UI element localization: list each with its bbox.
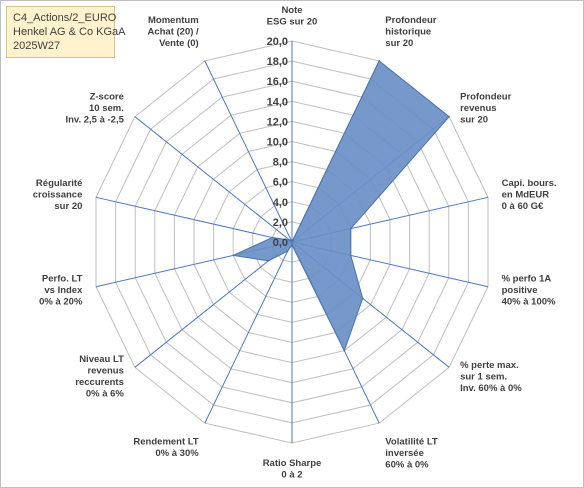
axis-label: Momentum Achat (20) / Vente (0): [147, 15, 199, 49]
data-point: [291, 244, 293, 246]
axis-label: Ratio Sharpe 0 à 2: [263, 458, 322, 481]
data-point: [350, 227, 352, 230]
axis-spoke: [95, 196, 293, 243]
axis-label: % perte max. sur 1 sem. Inv. 60% à 0%: [460, 360, 522, 394]
axis-label: Z-score 10 sem. Inv. 2,5 à -2,5: [65, 92, 124, 126]
tick-label: 2,0: [273, 217, 288, 229]
title-line-1: C4_Actions/2_EURO: [13, 12, 117, 24]
data-point: [378, 60, 381, 62]
title-line-3: 2025W27: [13, 40, 61, 52]
data-point: [343, 349, 346, 352]
tick-label: 6,0: [273, 177, 288, 189]
tick-label: 4,0: [273, 197, 288, 209]
series-area: [231, 60, 450, 352]
data-point: [350, 254, 352, 257]
tick-label: 0,0: [273, 237, 288, 249]
tick-label: 18,0: [267, 56, 288, 68]
tick-label: 20,0: [267, 36, 288, 48]
data-point: [286, 250, 289, 252]
axis-label: Niveau LT revenus reccurents 0% à 6%: [75, 354, 124, 400]
axis-label: Régularité croissance sur 20: [33, 178, 83, 212]
tick-label: 12,0: [267, 116, 288, 128]
axis-spoke: [204, 60, 293, 243]
tick-label: 16,0: [267, 76, 288, 88]
tick-label: 8,0: [273, 157, 288, 169]
data-point: [271, 236, 274, 239]
data-point: [288, 239, 291, 241]
axis-label: Perfo. LT vs Index 0% à 20%: [39, 274, 83, 308]
data-point: [361, 297, 364, 300]
axis-label: Profondeur revenus sur 20: [460, 92, 511, 126]
data-point: [290, 240, 293, 242]
axis-spoke: [204, 241, 293, 424]
title-line-2: Henkel AG & Co KGaA: [13, 26, 126, 38]
axis-label: Capi. bours. en MdEUR 0 à 60 G€: [502, 178, 557, 212]
tick-label: 10,0: [267, 137, 288, 149]
axis-label: Volatilité LT inversée 60% à 0%: [385, 437, 438, 471]
data-point: [267, 260, 270, 262]
tick-label: 14,0: [267, 96, 288, 108]
data-point: [448, 115, 450, 118]
axis-label: Note ESG sur 20: [267, 5, 318, 28]
chart-title-box: C4_Actions/2_EURO Henkel AG & Co KGaA 20…: [6, 6, 126, 58]
axis-spoke: [134, 116, 293, 243]
axis-spoke: [134, 241, 293, 368]
axis-label: Rendement LT 0% à 30%: [133, 437, 199, 460]
axis-label: Profondeur historique sur 20: [385, 15, 436, 49]
axis-label: % perfo 1A positive 40% à 100%: [502, 274, 556, 308]
data-point: [232, 254, 234, 257]
